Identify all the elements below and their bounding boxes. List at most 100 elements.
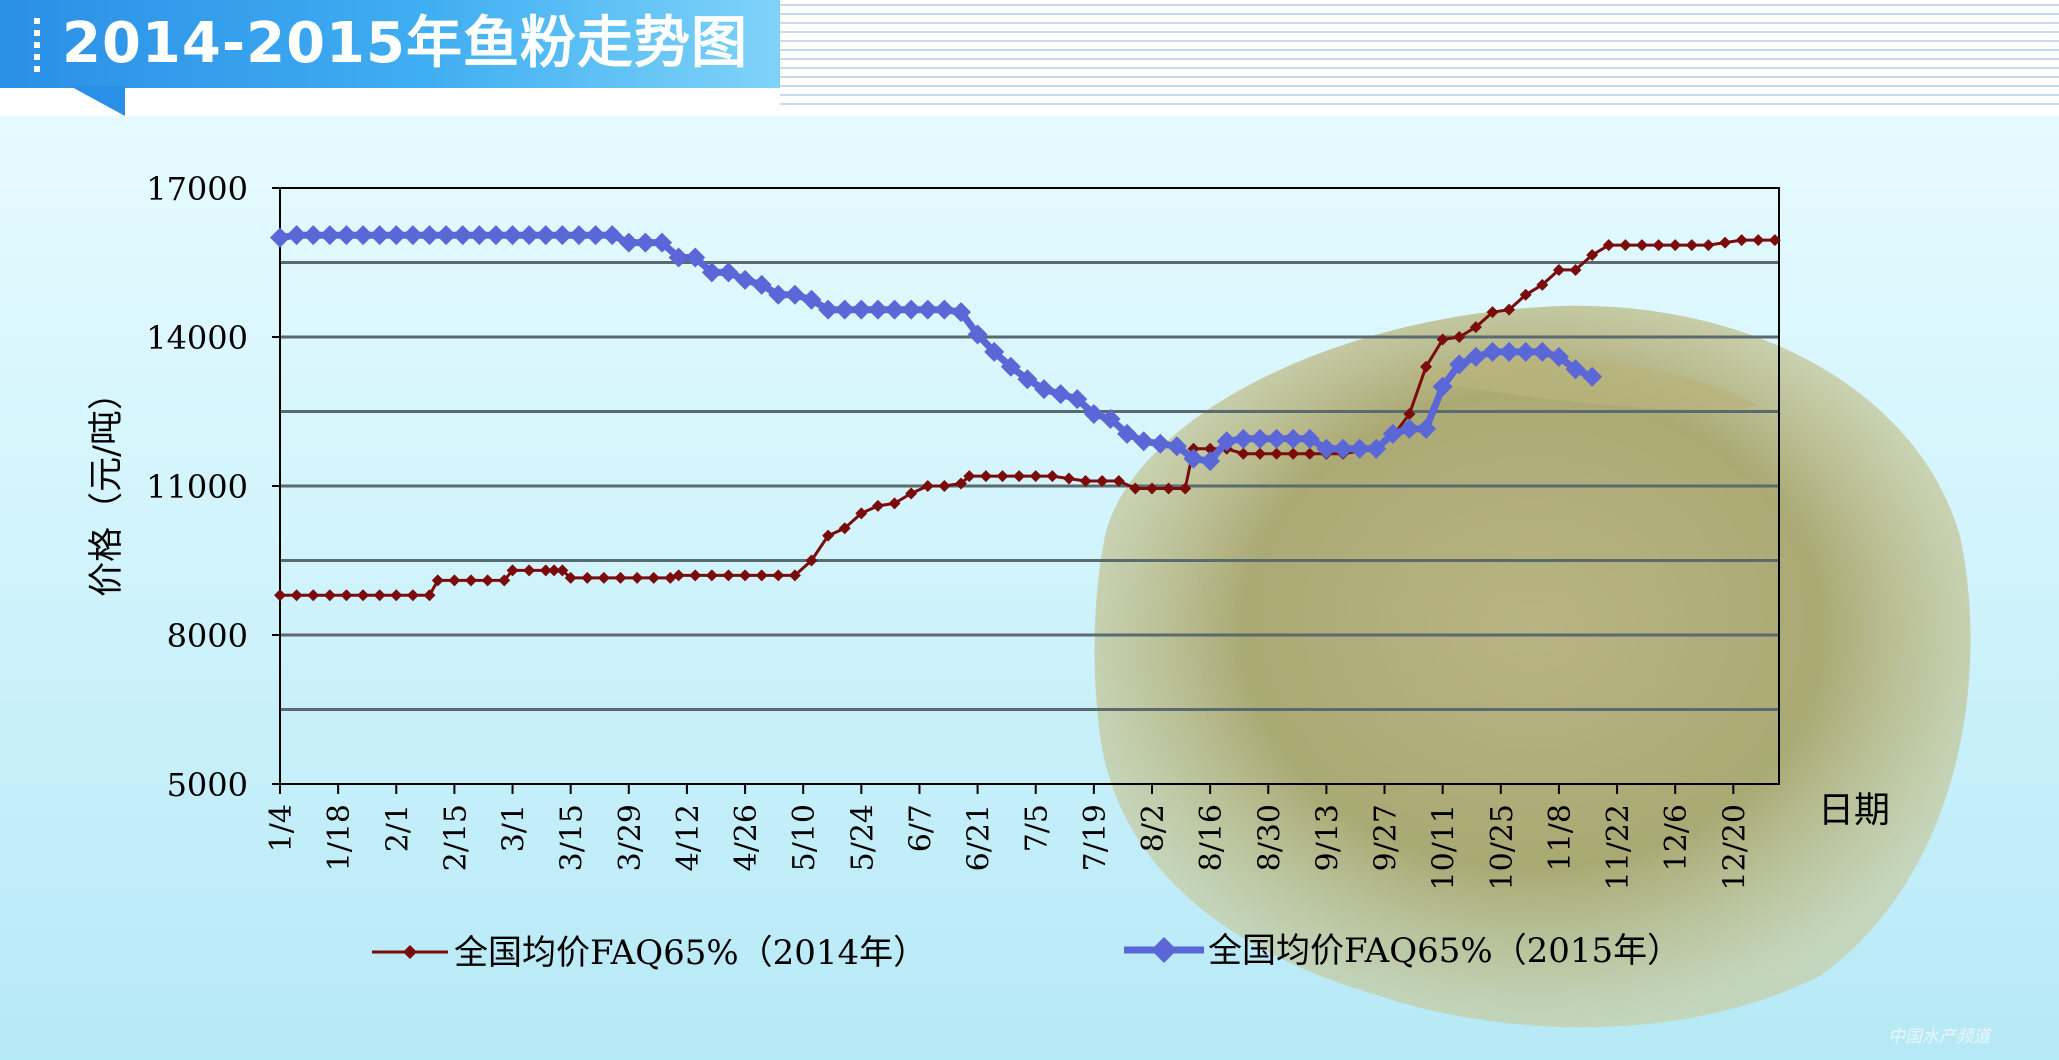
data-point	[323, 589, 336, 602]
y-axis-label: 价格（元/吨）	[87, 375, 127, 597]
data-point	[1552, 263, 1565, 276]
data-point	[1133, 431, 1154, 452]
data-point	[469, 225, 490, 246]
x-tick-label: 10/11	[1427, 804, 1462, 890]
data-point	[307, 589, 320, 602]
data-point	[564, 571, 577, 584]
data-point	[901, 299, 922, 320]
data-point	[834, 299, 855, 320]
data-point	[431, 574, 444, 587]
data-point	[274, 589, 286, 602]
data-point	[485, 225, 506, 246]
data-point	[768, 284, 789, 305]
data-point	[548, 564, 561, 577]
legend-label-2014: 全国均价FAQ65%（2014年）	[454, 933, 927, 973]
data-point	[921, 480, 934, 492]
data-point	[465, 574, 478, 587]
y-axis-ticks: 5000 8000 11000 14000 17000	[146, 170, 280, 804]
data-point	[1582, 366, 1603, 387]
data-point	[1237, 447, 1250, 460]
data-point	[303, 225, 324, 246]
data-point	[855, 507, 868, 520]
data-point	[1486, 306, 1499, 319]
data-point	[1216, 431, 1237, 452]
data-point	[1299, 428, 1320, 449]
data-point	[851, 299, 872, 320]
x-tick-label: 3/15	[555, 804, 590, 871]
data-point	[1046, 470, 1059, 483]
data-point	[1017, 369, 1038, 390]
x-axis-label: 日期	[1818, 790, 1890, 831]
data-point	[406, 589, 419, 602]
data-point	[938, 480, 951, 492]
data-point	[481, 574, 494, 587]
data-point	[722, 569, 735, 582]
data-point	[1112, 475, 1125, 488]
x-tick-label: 4/26	[729, 804, 764, 871]
data-point	[1000, 356, 1021, 377]
data-point	[672, 569, 685, 582]
data-point	[390, 589, 403, 602]
data-point	[917, 299, 938, 320]
data-point	[685, 247, 706, 268]
data-point	[1702, 239, 1715, 252]
x-tick-label: 6/21	[962, 804, 997, 871]
data-point	[336, 225, 357, 246]
data-point	[556, 564, 569, 577]
data-point	[1685, 239, 1698, 252]
data-point	[818, 299, 839, 320]
data-point	[1179, 482, 1192, 495]
legend-item-2015: 全国均价FAQ65%（2015年）	[1124, 931, 1681, 971]
data-point	[751, 274, 772, 295]
data-point	[373, 589, 386, 602]
data-point	[1436, 333, 1449, 346]
data-point	[1283, 428, 1304, 449]
data-point	[1719, 236, 1732, 249]
data-point	[1204, 442, 1217, 455]
data-point	[506, 564, 519, 577]
legend-label-2015: 全国均价FAQ65%（2015年）	[1208, 931, 1681, 971]
data-point	[1499, 341, 1520, 362]
data-point	[581, 571, 594, 584]
data-point	[967, 324, 988, 345]
data-point	[1117, 423, 1138, 444]
data-point	[884, 299, 905, 320]
data-point	[1586, 249, 1599, 262]
data-point	[357, 589, 370, 602]
page-title: 2014-2015年鱼粉走势图	[62, 11, 748, 76]
x-tick-label: 8/2	[1136, 804, 1171, 852]
data-point	[1519, 288, 1532, 301]
data-point	[1129, 482, 1142, 495]
series-layer	[270, 225, 1781, 602]
y-tick-label: 17000	[146, 170, 248, 208]
title-banner: 2014-2015年鱼粉走势图	[0, 0, 780, 88]
data-point	[597, 571, 610, 584]
data-point	[652, 232, 673, 253]
data-point	[1469, 321, 1482, 334]
data-point	[402, 225, 423, 246]
data-point	[1453, 331, 1466, 343]
data-point	[1333, 438, 1354, 459]
data-point	[1079, 475, 1092, 488]
data-point	[1067, 389, 1088, 410]
data-point	[1752, 234, 1765, 247]
x-tick-label: 4/12	[671, 804, 706, 871]
data-point	[386, 225, 407, 246]
data-point	[1565, 359, 1586, 380]
data-point	[735, 269, 756, 290]
data-point	[535, 225, 556, 246]
data-point	[963, 470, 976, 483]
x-tick-label: 9/13	[1310, 804, 1345, 871]
data-point	[1200, 451, 1221, 472]
data-point	[1013, 470, 1026, 483]
data-point	[788, 569, 801, 582]
data-point	[552, 225, 573, 246]
data-point	[290, 589, 303, 602]
x-tick-label: 10/25	[1485, 804, 1520, 890]
watermark-text: 中国水产频道	[1888, 1027, 1990, 1047]
x-tick-label: 1/4	[264, 804, 299, 852]
data-point	[1449, 354, 1470, 375]
data-point	[984, 341, 1005, 362]
data-point	[1382, 423, 1403, 444]
data-point	[705, 569, 718, 582]
